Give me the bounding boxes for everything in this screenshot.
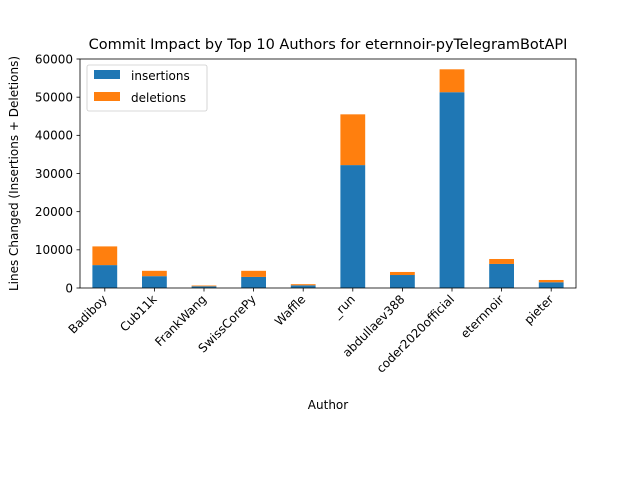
- bar-insertions-pieter: [538, 282, 564, 288]
- bar-deletions-cub11k: [142, 270, 167, 277]
- y-axis: 0 10000 20000 30000 40000 50000 60000: [35, 52, 80, 295]
- bar-deletions-eternnoir: [489, 258, 514, 264]
- bar-deletions-waffle: [290, 284, 316, 286]
- plot-frame: [79, 58, 577, 289]
- legend-swatch-deletions: [94, 92, 120, 101]
- x-tick-label-eternnoir: eternnoir: [458, 292, 507, 341]
- y-tick-label: 60000: [35, 52, 73, 66]
- bar-deletions-badiboy: [92, 246, 118, 266]
- x-tick-label-cub11k: Cub11k: [117, 292, 159, 334]
- bar-insertions-run: [340, 165, 366, 288]
- bar-insertions-abdullaev388: [390, 275, 415, 288]
- bar-insertions-coder2020official: [439, 92, 465, 289]
- legend-label-deletions: deletions: [131, 91, 186, 105]
- x-tick-label-waffle: Waffle: [272, 292, 308, 328]
- legend-swatch-insertions: [94, 70, 120, 79]
- y-tick-label: 50000: [35, 90, 73, 104]
- bar-deletions-run: [340, 114, 366, 166]
- x-axis-title: Author: [308, 398, 348, 412]
- bar-insertions-badiboy: [92, 265, 118, 288]
- y-tick-label: 0: [65, 281, 73, 295]
- bar-insertions-swisscorepy: [241, 276, 266, 288]
- y-tick-label: 40000: [35, 129, 73, 143]
- y-tick-label: 20000: [35, 205, 73, 219]
- x-tick-label-badiboy: Badiboy: [66, 292, 110, 336]
- legend: insertions deletions: [86, 64, 208, 112]
- bar-deletions-abdullaev388: [390, 271, 415, 276]
- bar-deletions-frankwang: [191, 285, 217, 287]
- bar-insertions-waffle: [290, 285, 316, 288]
- chart-title: Commit Impact by Top 10 Authors for eter…: [89, 37, 568, 53]
- legend-label-insertions: insertions: [131, 69, 190, 83]
- bar-insertions-cub11k: [142, 276, 167, 288]
- bars-layer: [92, 69, 564, 289]
- x-tick-label-pieter: pieter: [521, 292, 556, 327]
- y-tick-label: 10000: [35, 243, 73, 257]
- bar-deletions-coder2020official: [439, 69, 465, 93]
- x-tick-label-run: _run: [329, 292, 358, 321]
- y-tick-label: 30000: [35, 167, 73, 181]
- bar-insertions-eternnoir: [489, 263, 514, 288]
- bar-deletions-pieter: [538, 279, 564, 283]
- bar-insertions-frankwang: [191, 286, 217, 288]
- y-axis-title: Lines Changed (Insertions + Deletions): [7, 56, 21, 291]
- bar-deletions-swisscorepy: [241, 270, 266, 277]
